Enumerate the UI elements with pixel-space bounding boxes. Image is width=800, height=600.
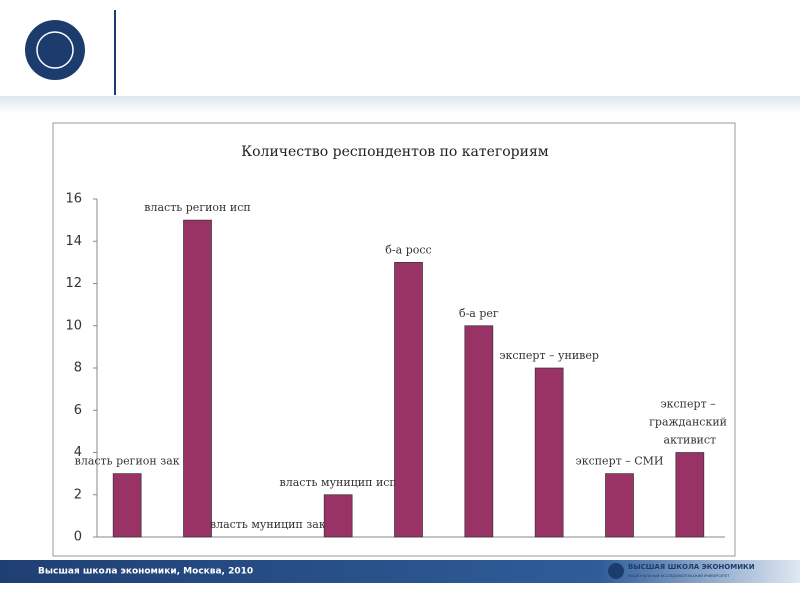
header-shade (0, 96, 800, 114)
y-tick-label: 8 (74, 361, 82, 376)
bar (323, 494, 353, 538)
data-label: власть муницип зак (210, 518, 326, 531)
bar (394, 262, 423, 538)
bar (464, 325, 494, 538)
y-tick-label: 10 (65, 318, 82, 333)
footer-text: Высшая школа экономики, Москва, 2010 (38, 567, 253, 577)
data-label: эксперт – универ (499, 349, 599, 362)
footer-logo-title: ВЫСШАЯ ШКОЛА ЭКОНОМИКИ (628, 563, 755, 571)
logo (25, 20, 85, 80)
footer-logo (608, 563, 624, 579)
bar (675, 452, 705, 538)
y-tick-label: 14 (65, 234, 82, 249)
y-tick-label: 4 (74, 445, 82, 460)
data-label: эксперт – СМИ (576, 455, 664, 468)
data-label: б-а рег (459, 307, 499, 320)
chart-title: Количество респондентов по категориям (241, 144, 549, 160)
bar (534, 367, 564, 538)
y-tick-label: 12 (65, 276, 82, 291)
logo-ring (36, 31, 74, 69)
y-tick-label: 0 (74, 530, 82, 545)
data-label: эксперт – гражданский активист (649, 398, 730, 447)
footer-logo-subtitle: НАЦИОНАЛЬНЫЙ ИССЛЕДОВАТЕЛЬСКИЙ УНИВЕРСИТ… (628, 573, 730, 578)
bar (183, 219, 212, 538)
data-label: власть регион зак (75, 455, 180, 468)
y-tick-label: 6 (74, 403, 82, 418)
footer-bar (0, 560, 800, 583)
data-label: власть муницип исп (280, 476, 397, 489)
y-tick-label: 2 (74, 487, 82, 502)
y-tick-label: 16 (65, 192, 82, 207)
data-label: власть регион исп (144, 201, 250, 214)
data-label: б-а росс (385, 243, 431, 256)
bar (112, 473, 142, 538)
bar (605, 473, 634, 538)
